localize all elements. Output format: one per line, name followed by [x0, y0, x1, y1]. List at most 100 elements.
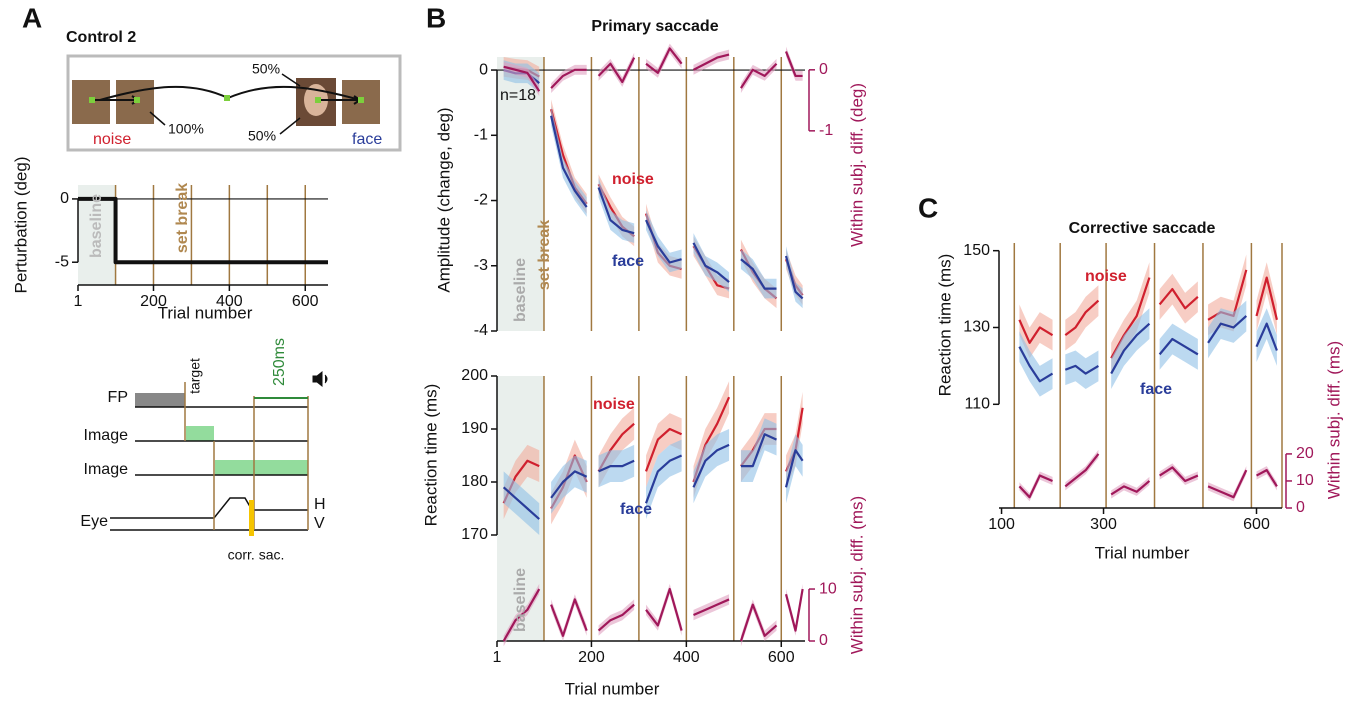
timing-label: V	[314, 515, 325, 532]
series-label: noise	[593, 396, 635, 413]
y-tick-label: 130	[963, 319, 990, 336]
error-band	[1111, 476, 1150, 499]
chart-title: Primary saccade	[591, 18, 718, 35]
noise-label: noise	[93, 131, 131, 148]
error-band	[503, 61, 540, 97]
series-label: face	[1140, 381, 1172, 398]
series-label: face	[612, 253, 644, 270]
saccade-path	[99, 85, 361, 101]
target-dot	[89, 97, 95, 103]
annotation: baseline	[512, 568, 529, 632]
error-band	[1111, 308, 1150, 389]
face-label: face	[352, 131, 382, 148]
y-tick-label: 180	[461, 473, 488, 490]
series-label: face	[620, 501, 652, 518]
y-tick-label: 190	[461, 420, 488, 437]
y-axis-label: Reaction time (ms)	[935, 254, 954, 397]
image-bar	[186, 426, 214, 441]
timing-diagram: FP target Image Image Eye H V corr. sac.…	[80, 338, 328, 563]
y-tick-label: -5	[55, 253, 69, 270]
error-band	[551, 105, 587, 217]
error-band	[693, 429, 730, 504]
fixation-point	[224, 95, 230, 101]
timing-label: H	[314, 496, 326, 513]
probability-label: 50%	[252, 61, 280, 77]
timing-label: Image	[84, 427, 129, 444]
probability-label: 50%	[248, 128, 276, 144]
annotation: set break	[536, 220, 553, 290]
error-band	[693, 233, 730, 292]
face-images	[296, 78, 380, 126]
timing-label: FP	[108, 389, 128, 406]
x-tick-label: 300	[1090, 516, 1117, 533]
y-tick-label: -2	[474, 192, 488, 209]
target-dot	[134, 97, 140, 103]
y-axis-label: Amplitude (change, deg)	[434, 107, 453, 292]
error-band	[1208, 300, 1247, 359]
fp-bar	[135, 393, 185, 407]
event-lines	[184, 382, 309, 530]
error-band	[598, 177, 635, 243]
x-tick-label: 600	[768, 649, 795, 666]
series-line	[502, 433, 804, 520]
y-tick-label: 0	[479, 61, 488, 78]
x-tick-label: 600	[1243, 516, 1270, 533]
error-band	[1019, 471, 1053, 502]
y-tick-label: -1	[474, 127, 488, 144]
y2-tick-label: -1	[819, 122, 833, 139]
panel-label: B	[426, 2, 446, 33]
error-band	[646, 210, 682, 273]
x-tick-label: 200	[140, 293, 167, 310]
x-axis-label: Trial number	[1095, 543, 1190, 562]
y-axis-label: Perturbation (deg)	[11, 156, 30, 293]
error-band	[786, 46, 803, 81]
series-line	[1018, 269, 1278, 359]
timing-lines	[135, 406, 308, 476]
annotation: set break	[174, 183, 191, 253]
y2-axis-label: Within subj. diff. (deg)	[847, 83, 866, 247]
error-band	[551, 455, 587, 514]
x-axis-label: Trial number	[158, 303, 253, 322]
sound-icon	[312, 370, 328, 388]
x-tick-label: 400	[216, 293, 243, 310]
stimulus-frame	[66, 54, 402, 152]
panel-label: C	[918, 192, 938, 223]
error-band	[503, 444, 540, 520]
panel-label: A	[22, 2, 42, 33]
baseline-shading	[78, 185, 116, 285]
error-band	[693, 49, 730, 75]
noise-images	[72, 80, 154, 124]
series-line	[1018, 453, 1278, 499]
error-band	[786, 434, 803, 504]
timing-label: corr. sac.	[228, 547, 285, 563]
duration-label: 250ms	[271, 338, 288, 386]
y2-axis-label: Within subj. diff. (ms)	[1324, 341, 1343, 499]
corrective-saccade	[249, 500, 254, 536]
timing-label: target	[187, 358, 203, 394]
chart-title: Corrective saccade	[1069, 220, 1216, 237]
y-tick-label: -3	[474, 257, 488, 274]
y-axis-label: Reaction time (ms)	[421, 384, 440, 527]
x-axis-label: Trial number	[565, 679, 660, 698]
y2-tick-label: 0	[819, 632, 828, 649]
y-tick-label: -4	[474, 322, 488, 339]
series-label: noise	[1085, 268, 1127, 285]
timing-label: Image	[84, 461, 129, 478]
annotation: n=18	[500, 87, 536, 104]
leader-lines	[149, 73, 301, 135]
y2-tick-label: 0	[819, 61, 828, 78]
error-band	[740, 249, 777, 299]
annotation: baseline	[512, 258, 529, 322]
baseline-shading	[497, 57, 544, 331]
image-bar	[215, 460, 308, 475]
x-tick-label: 1	[74, 293, 83, 310]
y-tick-label: 110	[964, 396, 990, 413]
x-tick-label: 1	[493, 649, 502, 666]
y2-tick-label: 0	[1296, 499, 1305, 516]
y2-tick-label: 20	[1296, 445, 1314, 462]
y2-tick-label: 10	[819, 580, 837, 597]
y2-tick-label: 10	[1296, 472, 1314, 489]
error-band	[551, 64, 587, 94]
y-tick-label: 150	[963, 242, 990, 259]
